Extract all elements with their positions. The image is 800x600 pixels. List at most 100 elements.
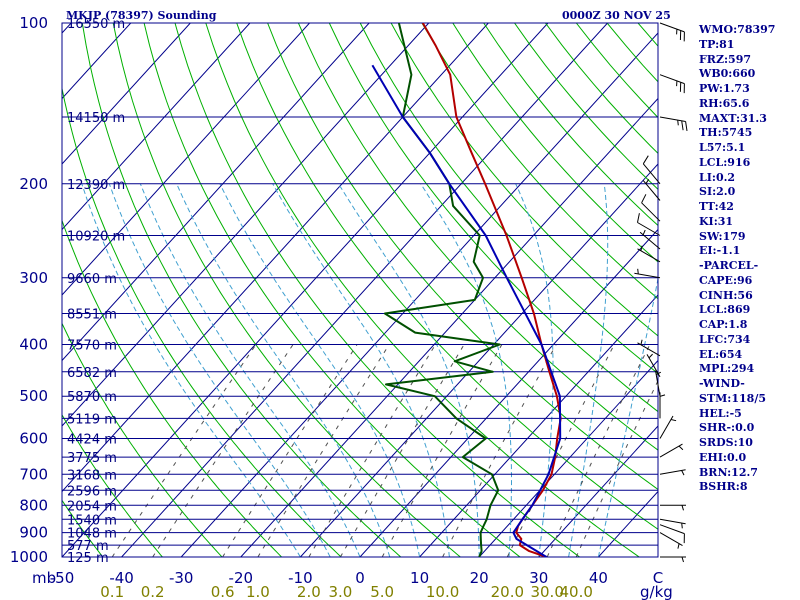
stat-item: TP:81 [699, 37, 735, 51]
temperature-tick-label: 20 [470, 569, 489, 587]
height-label: 3775 m [67, 451, 117, 466]
stat-item: SHR-:0.0 [699, 421, 755, 435]
wind-barb [655, 370, 662, 397]
isotherm-line [538, 425, 658, 557]
temperature-tick-label: 0 [355, 569, 365, 587]
wind-barb [659, 415, 677, 439]
stat-item: TT:42 [699, 200, 734, 213]
wind-barb [659, 469, 686, 476]
stat-item: HEL:-5 [699, 406, 742, 420]
mixing-ratio-tick-label: 10.0 [426, 583, 459, 600]
stat-item: MAXT:31.3 [699, 111, 767, 125]
stat-item: EL:654 [699, 347, 743, 361]
stat-item: RH:65.6 [699, 96, 750, 110]
stat-item: CAPE:96 [699, 273, 753, 287]
height-label: 9660 m [67, 272, 117, 287]
height-label: 5870 m [67, 390, 117, 405]
wind-barb [660, 556, 686, 563]
isotherm-line [300, 163, 658, 557]
moist-adiabat-line [219, 183, 421, 557]
stat-item: FRZ:597 [699, 52, 752, 66]
pressure-tick-label: 900 [19, 524, 48, 542]
height-label: 3168 m [67, 468, 117, 483]
isotherm-line [62, 23, 191, 165]
dry-adiabat-line [205, 23, 640, 557]
height-label: 1048 m [67, 527, 117, 542]
stat-item: CINH:56 [699, 288, 753, 302]
temperature-line [421, 23, 562, 557]
wind-barb [642, 155, 661, 185]
mixing-ratio-tick-label: 3.0 [328, 583, 352, 600]
stat-item: CAP:1.8 [699, 318, 748, 331]
stat-item: SRDS:10 [699, 436, 753, 449]
mixing-ratio-tick-label: 1.0 [246, 583, 270, 600]
mixing-ratio-tick-label: 5.0 [370, 583, 394, 600]
stat-item: LCL:916 [699, 155, 751, 169]
pressure-tick-label: 800 [19, 496, 48, 514]
dry-adiabat-line [81, 23, 402, 557]
isotherm-line [419, 294, 658, 557]
wind-barb [637, 213, 661, 236]
stat-item: BRN:12.7 [699, 465, 758, 479]
moist-adiabat-line [597, 276, 658, 557]
stat-item: LCL:869 [699, 303, 751, 317]
moist-adiabat-line [515, 183, 554, 557]
isobars [61, 22, 659, 558]
temperature-tick-label: -50 [50, 569, 75, 587]
moist-adiabat-line [108, 183, 331, 557]
wind-barb [642, 179, 661, 201]
mixing-ratio-tick-label: 0.6 [211, 583, 235, 600]
temperature-tick-label: C [653, 569, 663, 587]
wind-barb [639, 229, 661, 250]
stat-item: SI:2.0 [699, 185, 736, 199]
mixing-ratio-line [152, 344, 294, 557]
wind-barb [659, 74, 685, 94]
wind-barb [659, 116, 688, 131]
sounding-indices-panel: WMO:78397 TP:81 FRZ:597 WB0:660 PW:1.73 RH:65… [699, 23, 775, 495]
isotherm-line [478, 359, 658, 557]
wind-barb [659, 392, 666, 419]
pressure-tick-label: 600 [19, 430, 48, 448]
isotherm-line [359, 228, 658, 557]
stat-item: SW:179 [699, 229, 746, 243]
dewpoint-line [383, 23, 501, 557]
height-label: 8551 m [67, 308, 117, 323]
stat-item: EHI:0.0 [699, 450, 747, 464]
stat-item: MPL:294 [699, 362, 755, 376]
stat-item: STM:118/5 [699, 391, 766, 405]
mixing-ratio-tick-label: 40.0 [560, 583, 593, 600]
dry-adiabat-line [236, 23, 658, 530]
pressure-tick-label: 500 [19, 387, 48, 405]
height-label: 2596 m [67, 484, 117, 499]
dry-adiabat-line [62, 218, 282, 557]
height-label: 14150 m [67, 111, 125, 126]
wind-barb [660, 504, 686, 511]
height-label: 12390 m [67, 178, 125, 193]
wind-barb [659, 518, 686, 529]
stat-item: L57:5.1 [699, 141, 746, 154]
height-label: 7570 m [67, 339, 117, 354]
temperature-tick-label: 10 [410, 569, 429, 587]
mixing-ratio-line [506, 344, 615, 557]
wind-barbs [634, 22, 688, 563]
height-label: 4424 m [67, 433, 117, 448]
isotherm-line [62, 23, 430, 427]
mixing-ratio-tick-label: 0.1 [100, 583, 124, 600]
pressure-tick-label: 1000 [10, 548, 48, 566]
temperature-tick-label: -40 [109, 569, 134, 587]
wind-barb [659, 524, 685, 544]
moist-adiabat-line [338, 183, 480, 557]
temperature-tick-label: -20 [229, 569, 254, 587]
pressure-tick-label: 200 [19, 175, 48, 193]
stat-item: BSHR:8 [699, 480, 748, 494]
height-label: 5119 m [67, 412, 117, 427]
wind-barb [659, 443, 684, 458]
stat-item: WB0:660 [699, 67, 756, 81]
isotherm-line [62, 23, 370, 362]
mixing-ratio-tick-label: 30.0 [530, 583, 563, 600]
parcel-line [371, 64, 562, 557]
wind-barb [634, 268, 661, 279]
temperature-tick-label: -30 [169, 569, 194, 587]
isotherm-line [0, 23, 12, 557]
